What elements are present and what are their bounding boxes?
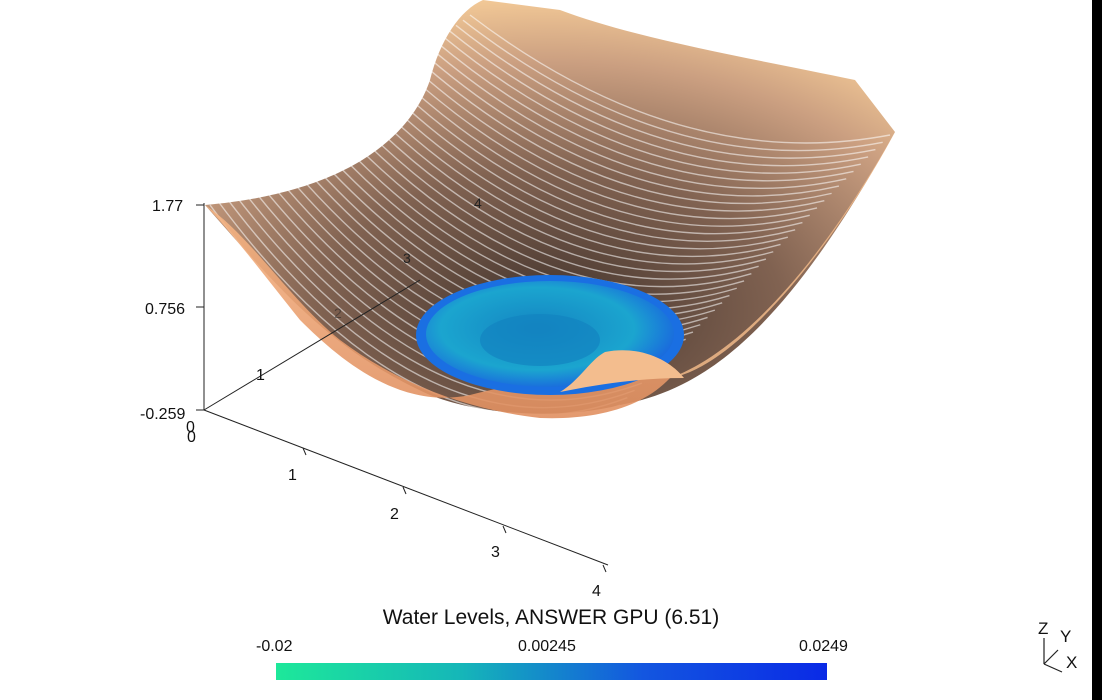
mesh-line bbox=[350, 101, 767, 273]
mesh-line bbox=[399, 65, 818, 220]
y-tick-label: 4 bbox=[474, 195, 482, 211]
mesh-line bbox=[364, 91, 781, 258]
y-tick-label: 2 bbox=[334, 305, 342, 321]
triad-x-label: X bbox=[1066, 653, 1077, 672]
mesh-line bbox=[413, 55, 832, 205]
triad-y-axis bbox=[1043, 649, 1059, 665]
mesh-line bbox=[469, 14, 891, 144]
y-tick-label: 1 bbox=[256, 367, 265, 384]
x-tick-label: 3 bbox=[491, 544, 500, 561]
orientation-axes: Z Y X bbox=[1038, 619, 1077, 673]
mesh-line bbox=[434, 40, 854, 182]
mesh-line bbox=[448, 29, 869, 167]
z-tick-label: 1.77 bbox=[152, 198, 183, 215]
mesh-line bbox=[371, 86, 789, 250]
x-tick-label: 1 bbox=[288, 467, 297, 484]
mesh-line bbox=[328, 117, 745, 295]
colorbar bbox=[276, 663, 827, 680]
water-surface bbox=[416, 275, 684, 395]
mesh-line bbox=[357, 96, 774, 265]
triad-y-label: Y bbox=[1060, 627, 1071, 646]
mesh-line bbox=[427, 45, 847, 189]
window-edge bbox=[1092, 0, 1102, 700]
colorbar-min-label: -0.02 bbox=[256, 638, 293, 655]
mesh-line bbox=[406, 60, 825, 212]
mesh-line bbox=[343, 106, 759, 280]
mesh-line bbox=[455, 24, 876, 159]
mesh-line bbox=[420, 50, 840, 197]
mesh-line bbox=[378, 81, 796, 242]
mesh-line bbox=[441, 35, 861, 174]
mesh-line bbox=[335, 112, 752, 288]
triad-z-label: Z bbox=[1038, 619, 1048, 638]
x-tick-label: 4 bbox=[592, 583, 601, 600]
mesh-line bbox=[462, 19, 883, 152]
colorbar-mid-label: 0.00245 bbox=[518, 638, 576, 655]
y-tick-label: 3 bbox=[403, 250, 411, 266]
x-tick-label: 0 bbox=[187, 429, 196, 446]
colorbar-title: Water Levels, ANSWER GPU (6.51) bbox=[382, 606, 720, 629]
z-tick-label: -0.259 bbox=[140, 406, 185, 423]
mesh-line bbox=[392, 70, 810, 227]
z-tick-label: 0.756 bbox=[145, 301, 185, 318]
x-tick-label: 2 bbox=[390, 506, 399, 523]
mesh-line bbox=[385, 76, 803, 235]
y-tick-label: 0 bbox=[186, 419, 195, 436]
colorbar-max-label: 0.0249 bbox=[799, 638, 848, 655]
triad-x-axis bbox=[1043, 663, 1063, 673]
axes-3d bbox=[196, 203, 609, 573]
